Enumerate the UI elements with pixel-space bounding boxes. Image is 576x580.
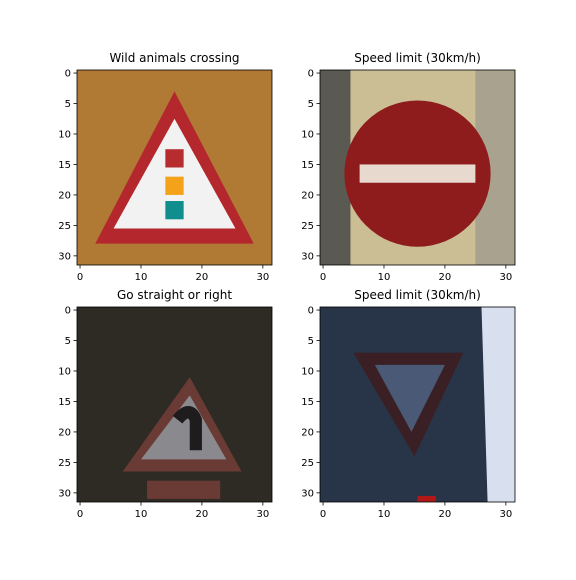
subplot-title: Wild animals crossing [109,51,239,65]
y-tick-label: 15 [301,397,314,408]
axes-frame [76,69,273,266]
x-tick-label: 30 [256,272,269,283]
red-patch [417,495,436,502]
y-tick-label: 10 [58,366,71,377]
y-tick-label: 10 [58,129,71,140]
y-tick-label: 25 [58,221,71,232]
y-tick-label: 30 [58,251,71,262]
subplot-title: Speed limit (30km/h) [354,288,481,302]
y-tick-label: 15 [58,160,71,171]
x-tick-label: 20 [196,509,209,520]
y-tick-label: 30 [301,251,314,262]
sign-inner-fill [140,395,227,460]
y-tick-label: 0 [65,69,71,80]
lower-sign-edge [147,480,221,499]
y-tick-label: 25 [301,458,314,469]
subplot-3: Go straight or right 0 10 20 30 0 5 10 15 20 25 30 [58,288,273,520]
sign-bar [359,164,476,183]
y-tick-label: 0 [65,306,71,317]
axes-frame [319,69,516,266]
sign-symbol-amber [165,176,184,195]
curve-arrow-icon [172,406,202,451]
y-tick-label: 30 [301,488,314,499]
y-tick-label: 15 [301,160,314,171]
x-tick-label: 10 [135,509,148,520]
sign-image [77,70,272,265]
y-tick-label: 10 [301,366,314,377]
sign-inner-fill [374,364,445,432]
axes-frame [319,306,516,503]
y-tick-label: 20 [301,190,314,201]
subplot-2: Speed limit (30km/h) 0 10 20 30 0 5 10 15 20 25 30 [301,51,516,283]
x-tick-label: 0 [77,509,83,520]
y-tick-label: 0 [308,306,314,317]
y-tick-label: 5 [65,99,71,110]
y-tick-label: 20 [301,427,314,438]
sign-inner-fill [113,118,236,229]
image-sky [481,307,515,502]
y-tick-label: 20 [58,427,71,438]
x-tick-label: 30 [499,509,512,520]
y-tick-label: 25 [301,221,314,232]
y-tick-label: 5 [65,336,71,347]
x-tick-label: 0 [320,272,326,283]
y-tick-label: 5 [308,99,314,110]
y-tick-label: 20 [58,190,71,201]
y-tick-label: 25 [58,458,71,469]
x-tick-label: 10 [135,272,148,283]
x-tick-label: 20 [439,272,452,283]
subplot-1: Wild animals crossing 0 10 20 30 0 5 10 15 20 25 30 [58,51,273,283]
x-tick-label: 10 [378,509,391,520]
x-tick-label: 0 [77,272,83,283]
y-tick-label: 10 [301,129,314,140]
subplot-title: Speed limit (30km/h) [354,51,481,65]
sign-image [320,307,515,502]
axes-frame [76,306,273,503]
y-tick-label: 5 [308,336,314,347]
sign-image [77,307,272,502]
sign-symbol-red [165,149,184,168]
x-tick-label: 30 [499,272,512,283]
x-tick-label: 20 [196,272,209,283]
x-tick-label: 10 [378,272,391,283]
y-tick-label: 0 [308,69,314,80]
x-tick-label: 0 [320,509,326,520]
subplot-4: Speed limit (30km/h) 0 10 20 30 0 5 10 15 20 25 30 [301,288,516,520]
sign-image [320,70,515,265]
subplot-title: Go straight or right [117,288,232,302]
y-tick-label: 15 [58,397,71,408]
sign-symbol-teal [165,201,184,220]
x-tick-label: 20 [439,509,452,520]
y-tick-label: 30 [58,488,71,499]
x-tick-label: 30 [256,509,269,520]
